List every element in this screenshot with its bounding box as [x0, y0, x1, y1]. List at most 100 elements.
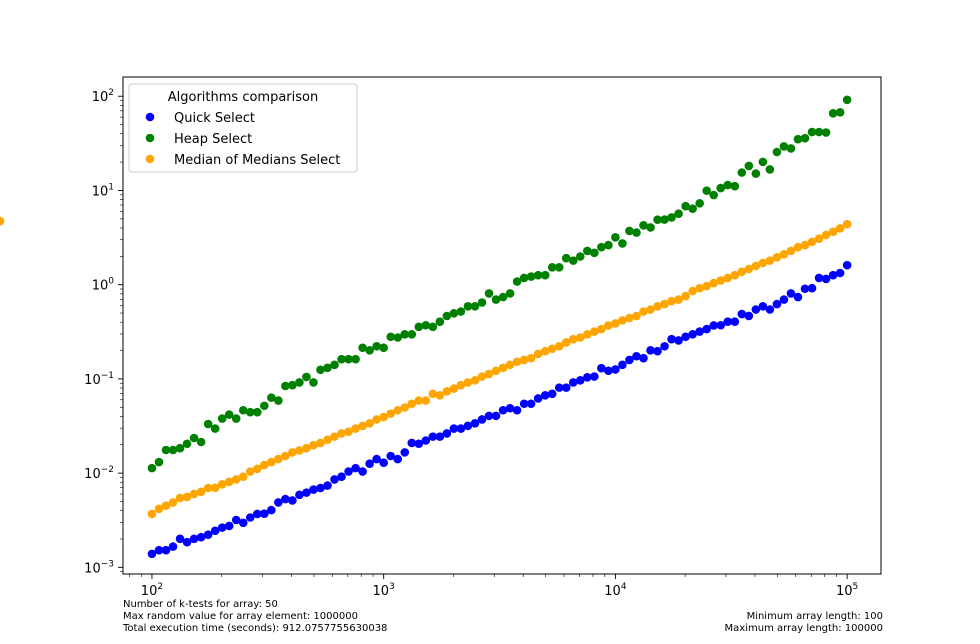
- series-heap-select: [147, 95, 852, 473]
- data-point: [400, 330, 410, 339]
- y-tick-label: 10−1: [84, 371, 114, 388]
- data-point: [274, 396, 283, 405]
- data-point: [716, 320, 726, 330]
- y-tick-label: 100: [92, 277, 115, 294]
- data-point: [161, 445, 171, 455]
- legend-marker: [145, 112, 155, 122]
- data-point: [653, 215, 662, 224]
- data-point: [189, 534, 199, 544]
- data-point: [168, 498, 178, 507]
- data-point: [547, 344, 557, 354]
- data-point: [554, 262, 564, 272]
- data-point: [821, 274, 831, 284]
- data-point: [379, 412, 388, 422]
- data-point: [463, 302, 473, 311]
- data-point: [393, 333, 403, 342]
- data-point: [196, 532, 206, 542]
- data-point: [435, 317, 445, 326]
- data-point: [667, 296, 676, 306]
- data-point: [449, 308, 459, 318]
- y-tick-label: 10−3: [84, 559, 114, 576]
- data-point: [281, 494, 290, 504]
- data-point: [463, 421, 473, 431]
- data-point: [393, 454, 403, 464]
- data-point: [505, 360, 515, 370]
- data-point: [288, 448, 297, 457]
- data-point: [456, 380, 466, 390]
- data-point: [604, 240, 613, 250]
- data-point: [723, 317, 733, 326]
- data-point: [583, 330, 592, 339]
- data-point: [231, 475, 241, 484]
- legend-label: Heap Select: [174, 132, 252, 147]
- data-point: [526, 353, 536, 363]
- data-point: [625, 226, 634, 236]
- data-point: [512, 277, 522, 286]
- data-point: [765, 256, 775, 265]
- data-point: [751, 261, 761, 271]
- data-point: [793, 292, 803, 302]
- legend-marker: [145, 154, 155, 164]
- data-point: [597, 324, 606, 334]
- data-point: [260, 460, 269, 470]
- data-point: [723, 273, 733, 283]
- data-point: [372, 415, 381, 424]
- data-point: [245, 513, 255, 522]
- data-point: [182, 537, 192, 547]
- data-point: [414, 439, 424, 449]
- data-point: [337, 472, 346, 481]
- y-tick-label: 101: [92, 182, 114, 199]
- data-point: [842, 95, 852, 105]
- data-point: [604, 366, 613, 376]
- data-point: [217, 480, 227, 489]
- data-point: [828, 270, 838, 280]
- data-point: [238, 472, 248, 481]
- data-point: [147, 549, 157, 559]
- data-point: [175, 493, 185, 503]
- data-point: [316, 438, 325, 448]
- data-point: [252, 407, 262, 417]
- data-point: [344, 354, 353, 364]
- data-point: [772, 147, 782, 157]
- data-point: [512, 405, 522, 415]
- data-point: [828, 227, 838, 237]
- data-point: [351, 424, 360, 433]
- data-point: [498, 405, 508, 415]
- data-point: [730, 181, 740, 191]
- data-point: [414, 396, 424, 405]
- data-point: [625, 355, 634, 365]
- data-point: [533, 394, 543, 403]
- data-point: [210, 483, 220, 493]
- data-point: [358, 343, 367, 353]
- data-point: [238, 518, 248, 528]
- data-point: [702, 186, 711, 195]
- data-point: [576, 375, 585, 385]
- data-point: [639, 307, 648, 316]
- data-point: [807, 283, 817, 293]
- data-point: [744, 161, 754, 171]
- data-point: [442, 311, 452, 321]
- data-point: [709, 321, 719, 330]
- data-point: [400, 403, 410, 412]
- data-point: [456, 307, 466, 316]
- data-point: [547, 262, 557, 272]
- data-point: [639, 220, 648, 230]
- x-tick-label: 103: [373, 582, 395, 599]
- data-point: [379, 343, 388, 353]
- data-point: [154, 545, 164, 555]
- data-point: [800, 240, 810, 250]
- data-point: [337, 429, 346, 438]
- data-point: [667, 334, 676, 344]
- footnote-right: Minimum array length: 100 Maximum array …: [725, 611, 883, 635]
- data-point: [295, 490, 304, 500]
- data-point: [365, 346, 374, 355]
- data-point: [519, 399, 529, 409]
- data-point: [618, 316, 627, 325]
- series-median-of-medians-select: [0, 216, 852, 519]
- data-point: [695, 199, 704, 208]
- data-point: [372, 454, 381, 464]
- data-point: [842, 260, 852, 270]
- data-point: [604, 321, 613, 330]
- data-point: [407, 330, 417, 339]
- data-point: [182, 492, 192, 502]
